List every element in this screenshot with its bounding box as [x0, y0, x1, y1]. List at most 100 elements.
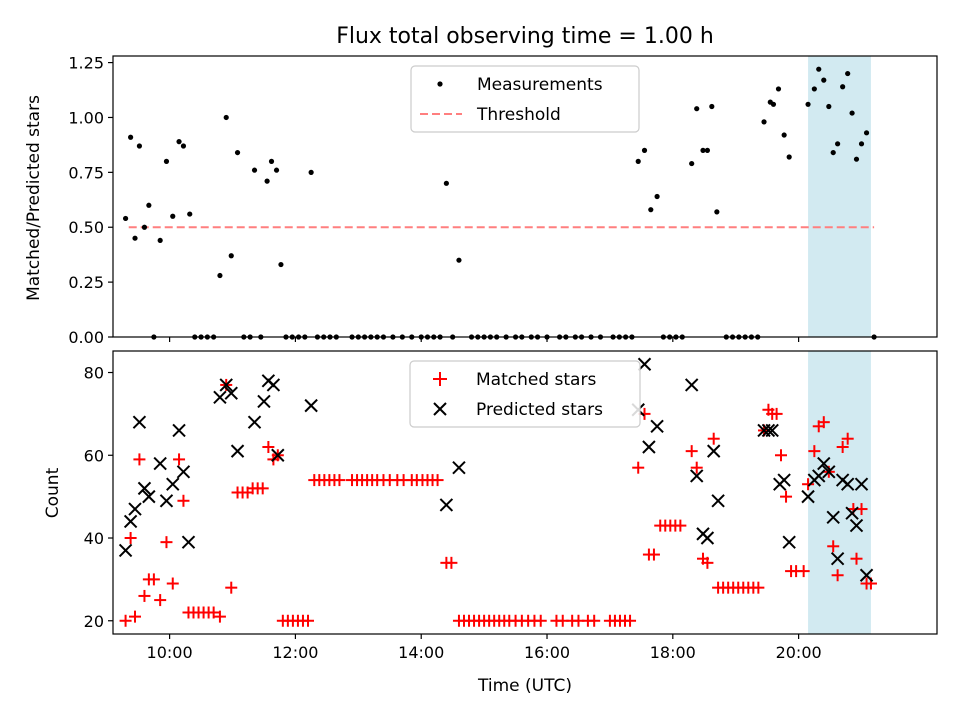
top-highlight-band: [808, 56, 871, 337]
measurement-point: [251, 167, 258, 173]
measurement-point: [170, 213, 176, 219]
legend-measurements-marker: [437, 81, 443, 87]
matched-point: [690, 461, 703, 474]
measurement-point: [176, 139, 182, 145]
matched-point: [147, 573, 160, 586]
ytick-label: 80: [84, 364, 104, 383]
matched-point: [160, 536, 173, 549]
measurement-point: [141, 224, 148, 230]
legend-predicted-label: Predicted stars: [476, 400, 603, 420]
measurement-point: [689, 160, 695, 167]
predicted-point: [845, 506, 859, 520]
ytick-label: 1.25: [68, 54, 104, 73]
bottom-legend: Matched stars Predicted stars: [409, 360, 641, 428]
matched-point: [301, 614, 314, 627]
predicted-point: [700, 531, 715, 545]
predicted-point: [642, 440, 656, 454]
matched-point: [707, 432, 720, 445]
measurement-point: [228, 253, 234, 259]
xtick-label: 12:00: [272, 643, 318, 662]
measurement-point: [845, 70, 851, 77]
matched-point: [262, 440, 275, 453]
matched-point: [674, 519, 687, 532]
matched-point: [154, 594, 167, 607]
matched-point: [124, 532, 137, 545]
matched-point: [632, 461, 645, 474]
predicted-point: [304, 398, 318, 413]
measurement-point: [128, 134, 134, 140]
predicted-point: [822, 465, 836, 479]
measurement-point: [863, 130, 870, 136]
measurement-point: [805, 101, 811, 107]
predicted-point: [266, 378, 281, 392]
chart-title: Flux total observing time = 1.00 h: [336, 24, 714, 49]
bottom-ylabel: Count: [43, 467, 63, 518]
predicted-point: [137, 481, 152, 496]
matched-point: [129, 610, 142, 623]
measurement-point: [714, 209, 720, 215]
measurement-point: [826, 103, 832, 110]
bottom-axes-frame: [112, 350, 938, 635]
ytick-label: 60: [84, 446, 104, 465]
predicted-point: [153, 456, 167, 471]
predicted-point: [782, 535, 796, 549]
matched-point: [225, 581, 238, 594]
predicted-point: [812, 469, 826, 483]
matched-point: [780, 490, 793, 503]
matched-point: [831, 569, 844, 582]
xtick-label: 18:00: [650, 643, 696, 662]
measurement-point: [234, 149, 241, 156]
bottom-highlight-band: [808, 351, 871, 634]
measurement-point: [163, 158, 170, 164]
top-legend: Measurements Threshold: [410, 65, 640, 133]
measurement-point: [858, 141, 865, 147]
matched-point: [624, 614, 637, 627]
predicted-point: [684, 378, 699, 392]
matched-point: [588, 614, 601, 627]
top-axes-frame: [112, 55, 938, 338]
legend-matched-label: Matched stars: [476, 370, 596, 390]
legend-matched-marker: [433, 372, 447, 386]
legend-measurements-label: Measurements: [477, 75, 603, 95]
predicted-point: [830, 551, 845, 566]
measurement-point: [775, 86, 782, 92]
measurement-point: [835, 141, 841, 147]
ytick-label: 0.50: [68, 218, 104, 237]
measurement-point: [654, 193, 660, 200]
predicted-point: [439, 498, 454, 512]
predicted-point: [271, 448, 285, 462]
measurement-point: [187, 211, 193, 217]
bottom-xticks: 10:00 12:00 14:00 16:00 18:00 20:00: [147, 634, 822, 662]
measurement-point: [700, 147, 706, 153]
measurement-point: [761, 119, 767, 125]
predicted-point: [711, 494, 725, 508]
measurement-point: [648, 207, 654, 213]
matched-point: [173, 453, 186, 466]
matched-point: [752, 581, 765, 594]
predicted-point: [765, 423, 779, 438]
matched-point: [647, 548, 660, 561]
measurement-point: [830, 149, 836, 156]
matched-point: [701, 556, 714, 569]
measurement-point: [635, 158, 641, 164]
ytick-label: 0.00: [68, 328, 104, 347]
matched-point: [166, 577, 179, 590]
predicted-point: [761, 423, 776, 438]
matched-point: [534, 614, 547, 627]
measurement-point: [811, 86, 817, 92]
measurement-point: [157, 237, 163, 244]
legend-predicted-marker: [433, 402, 447, 416]
predicted-point: [826, 510, 840, 525]
measurement-point: [180, 143, 187, 149]
predicted-point: [840, 477, 855, 491]
measurement-point: [217, 272, 223, 279]
measurement-point: [704, 147, 711, 153]
measurement-point: [786, 154, 792, 160]
matched-point: [770, 407, 783, 420]
top-ylabel: Matched/Predicted stars: [24, 95, 44, 301]
predicted-point: [213, 390, 227, 405]
predicted-point: [172, 423, 186, 438]
predicted-point: [859, 568, 874, 582]
matched-point: [817, 416, 830, 429]
